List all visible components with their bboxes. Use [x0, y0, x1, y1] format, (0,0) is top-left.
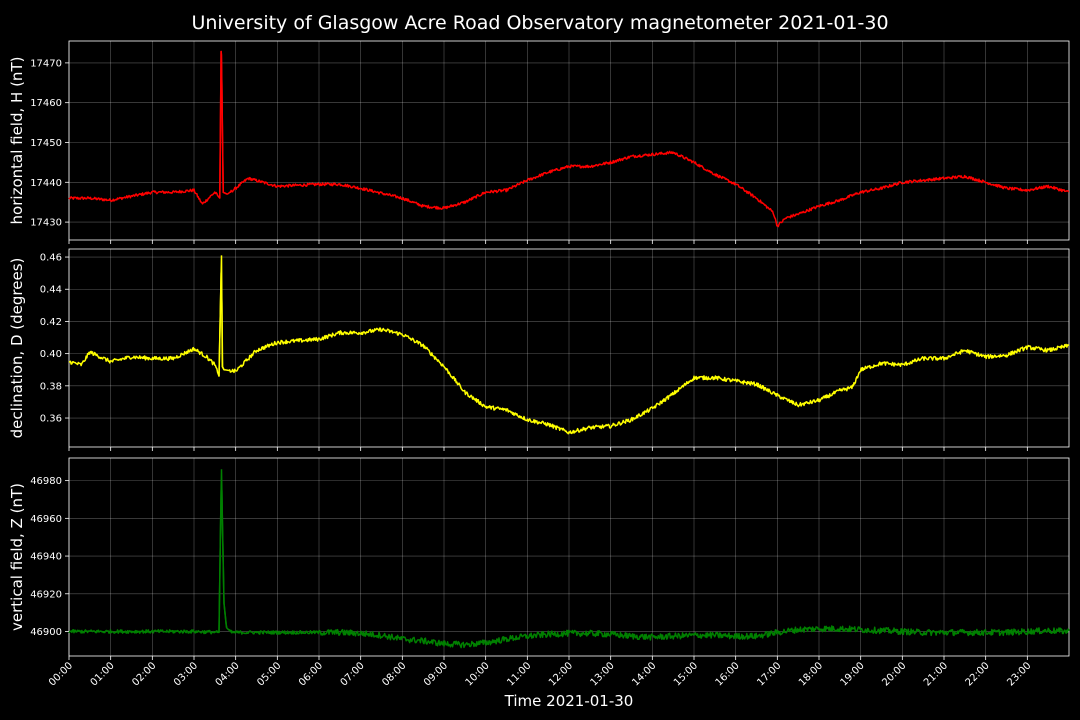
y-tick-label: 0.36 — [40, 414, 62, 425]
y-tick-label: 0.42 — [40, 317, 62, 328]
series-line — [68, 489, 1070, 649]
plot-area — [68, 457, 1070, 657]
y-tick-label: 17470 — [30, 58, 62, 69]
series-spike — [218, 469, 228, 633]
x-tick-label: 20:00 — [880, 660, 908, 688]
x-tick-label: 21:00 — [922, 660, 950, 688]
series-spike — [218, 255, 225, 377]
panel-3: 46900 46920 46940 46960 46980 vertical field,… — [8, 457, 1070, 660]
y-tick-label: 17430 — [30, 218, 62, 229]
x-tick-label: 00:00 — [47, 660, 75, 688]
y-tick-label: 46920 — [30, 589, 62, 600]
series-spike — [219, 50, 228, 199]
x-tick-label: 11:00 — [505, 660, 533, 688]
plot-area — [68, 40, 1070, 241]
y-tick-label: 0.38 — [40, 381, 62, 392]
y-tick-label: 46900 — [30, 627, 62, 638]
x-tick-label: 05:00 — [255, 660, 283, 688]
y-axis-label: vertical field, Z (nT) — [8, 483, 26, 631]
x-tick-label: 22:00 — [964, 660, 992, 688]
y-tick-label: 17460 — [30, 98, 62, 109]
y-tick-label: 0.44 — [40, 285, 62, 296]
panel-1: 17430 17440 17450 17460 17470 horizontal fiel… — [8, 40, 1070, 244]
plot-area — [68, 248, 1070, 448]
panel-2: 0.36 0.38 0.40 0.42 0.44 0.46 declination, D (… — [8, 248, 1070, 451]
x-tick-label: 04:00 — [214, 660, 242, 688]
x-tick-label: 07:00 — [339, 660, 367, 688]
y-tick-label: 46980 — [30, 476, 62, 487]
y-axis-label: horizontal field, H (nT) — [8, 57, 26, 225]
x-tick-label: 02:00 — [130, 660, 158, 688]
y-tick-label: 46940 — [30, 552, 62, 563]
x-tick-label: 16:00 — [714, 660, 742, 688]
x-tick-label: 15:00 — [672, 660, 700, 688]
x-tick-label: 08:00 — [380, 660, 408, 688]
x-tick-label: 03:00 — [172, 660, 200, 688]
x-tick-label: 10:00 — [464, 660, 492, 688]
x-tick-label: 14:00 — [630, 660, 658, 688]
y-tick-label: 0.40 — [40, 349, 62, 360]
chart-title: University of Glasgow Acre Road Observat… — [191, 12, 888, 34]
x-tick-label: 01:00 — [89, 660, 117, 688]
x-tick-label: 19:00 — [839, 660, 867, 688]
y-tick-label: 17450 — [30, 138, 62, 149]
x-tick-label: 13:00 — [589, 660, 617, 688]
y-tick-label: 17440 — [30, 178, 62, 189]
x-tick-label: 18:00 — [797, 660, 825, 688]
x-tick-label: 17:00 — [755, 660, 783, 688]
x-axis-label: Time 2021-01-30 — [504, 692, 634, 710]
series-line — [68, 271, 1070, 435]
x-tick-label: 12:00 — [547, 660, 575, 688]
x-tick-label: 06:00 — [297, 660, 325, 688]
series-line — [68, 50, 1070, 228]
y-axis-label: declination, D (degrees) — [8, 258, 26, 439]
y-tick-label: 46960 — [30, 514, 62, 525]
x-tick-label: 09:00 — [422, 660, 450, 688]
y-tick-label: 0.46 — [40, 253, 62, 264]
x-tick-label: 23:00 — [1005, 660, 1033, 688]
